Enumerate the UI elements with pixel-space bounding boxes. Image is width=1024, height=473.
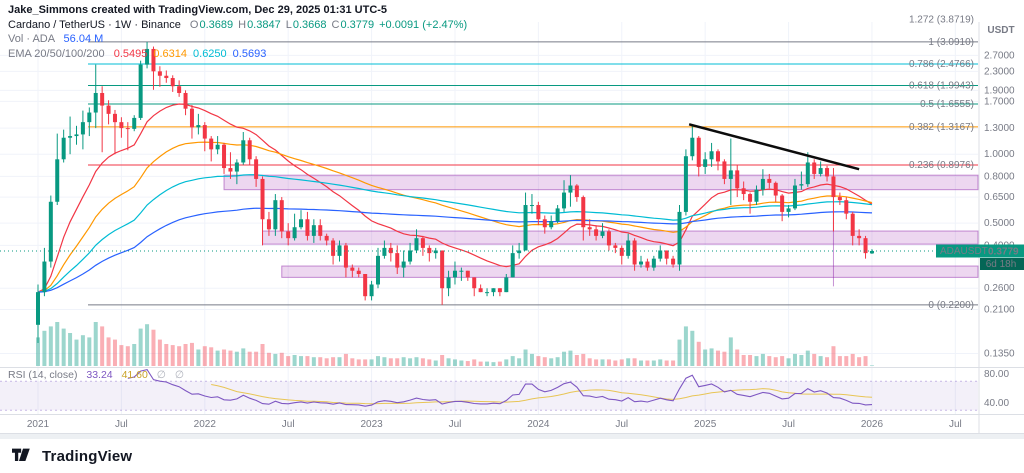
time-axis-label: Jul bbox=[282, 419, 295, 430]
svg-text:0.382 (1.3167): 0.382 (1.3167) bbox=[909, 122, 974, 133]
svg-text:1.272 (3.8719): 1.272 (3.8719) bbox=[909, 15, 974, 26]
rsi-legend-row[interactable]: RSI (14, close) 33.24 41.60 ∅ ∅ bbox=[8, 369, 190, 381]
price-tick-label: 1.9000 bbox=[984, 85, 1015, 96]
ema200-value: 0.5693 bbox=[232, 47, 267, 60]
time-axis-label: Jul bbox=[115, 419, 128, 430]
price-axis-pane[interactable] bbox=[979, 0, 1024, 434]
price-tick-label: 0.2600 bbox=[984, 283, 1015, 294]
volume-layer bbox=[36, 322, 874, 366]
rsi-hidden-plot-icon[interactable]: ∅ bbox=[156, 369, 166, 381]
time-axis-label: 2025 bbox=[694, 419, 717, 430]
price-tick-label: 0.6500 bbox=[984, 192, 1015, 203]
price-tick-label: 0.1350 bbox=[984, 348, 1015, 359]
volume-label: Vol · ADA bbox=[8, 33, 55, 45]
rsi-hidden-plot-icon[interactable]: ∅ bbox=[174, 369, 185, 381]
ema100-value: 0.6250 bbox=[193, 47, 227, 60]
candles-layer bbox=[36, 41, 874, 343]
volume-legend-row[interactable]: Vol · ADA 56.04 M bbox=[8, 32, 468, 47]
price-tick-label: 2.7000 bbox=[984, 50, 1015, 61]
time-axis-label: Jul bbox=[949, 419, 962, 430]
ema-label: EMA 20/50/100/200 bbox=[8, 47, 105, 60]
rsi-tick-label: 40.00 bbox=[984, 398, 1009, 409]
rsi-value: 33.24 bbox=[86, 369, 113, 381]
ema-legend-row[interactable]: EMA 20/50/100/200 0.5495 0.6314 0.6250 0.56… bbox=[8, 47, 468, 62]
tradingview-brand-text[interactable]: TradingView bbox=[42, 447, 133, 465]
svg-text:0.3779: 0.3779 bbox=[988, 246, 1019, 257]
ema-values: 0.5495 0.6314 0.6250 0.5693 bbox=[108, 48, 267, 60]
svg-text:0 (0.2200): 0 (0.2200) bbox=[928, 300, 974, 311]
rsi-tick-label: 80.00 bbox=[984, 369, 1009, 380]
volume-value: 56.04 M bbox=[63, 33, 104, 45]
price-axis-currency: USDT bbox=[987, 25, 1014, 36]
chart-area[interactable]: 1.272 (3.8719) 1 (3.0910) 0.786 (2.4766) 0.… bbox=[0, 0, 1024, 434]
symbol-title[interactable]: Cardano / TetherUS · 1W · Binance bbox=[8, 18, 181, 31]
divider-strip bbox=[0, 434, 1024, 439]
bottom-toolbar: TradingView bbox=[0, 439, 1024, 473]
price-tick-label: 1.3000 bbox=[984, 123, 1015, 134]
grid-layer bbox=[0, 22, 978, 414]
tradingview-logo-icon[interactable] bbox=[12, 448, 34, 464]
price-tick-label: 1.0000 bbox=[984, 149, 1015, 160]
svg-text:0.618 (1.9943): 0.618 (1.9943) bbox=[909, 81, 974, 92]
svg-text:6d 18h: 6d 18h bbox=[986, 259, 1017, 270]
svg-text:ADAUSDT: ADAUSDT bbox=[940, 246, 988, 257]
price-tick-label: 1.7000 bbox=[984, 96, 1015, 107]
time-axis-label: 2021 bbox=[27, 419, 50, 430]
ohlc-values: O0.3689 H0.3847 L0.3668 C0.3779 +0.0091 (+2.… bbox=[189, 18, 468, 31]
chart-legend: Jake_Simmons created with TradingView.co… bbox=[8, 3, 468, 61]
svg-text:1 (3.0910): 1 (3.0910) bbox=[928, 37, 974, 48]
svg-text:0.236 (0.8976): 0.236 (0.8976) bbox=[909, 160, 974, 171]
time-axis-label: Jul bbox=[615, 419, 628, 430]
time-axis-pane[interactable] bbox=[0, 415, 978, 433]
time-axis-label: 2024 bbox=[527, 419, 550, 430]
time-axis-label: Jul bbox=[449, 419, 462, 430]
rsi-pane bbox=[0, 368, 978, 411]
svg-text:0.786 (2.4766): 0.786 (2.4766) bbox=[909, 59, 974, 70]
price-tick-label: 0.8000 bbox=[984, 171, 1015, 182]
time-axis-label: 2022 bbox=[194, 419, 217, 430]
svg-text:0.5 (1.6555): 0.5 (1.6555) bbox=[920, 99, 974, 110]
descending-trendline[interactable] bbox=[688, 123, 860, 171]
price-tick-label: 0.2100 bbox=[984, 304, 1015, 315]
time-axis-label: Jul bbox=[782, 419, 795, 430]
change-value: +0.0091 (+2.47%) bbox=[379, 18, 468, 31]
last-price-badge: ADAUSDT 0.3779 6d 18h bbox=[936, 244, 1024, 270]
rsi-label: RSI (14, close) bbox=[8, 369, 78, 381]
attribution-text: Jake_Simmons created with TradingView.co… bbox=[8, 4, 388, 16]
price-tick-label: 2.3000 bbox=[984, 66, 1015, 77]
price-chart-canvas[interactable]: 1.272 (3.8719) 1 (3.0910) 0.786 (2.4766) 0.… bbox=[0, 0, 1024, 434]
ema20-value: 0.5495 bbox=[113, 47, 148, 60]
price-tick-label: 0.5000 bbox=[984, 218, 1015, 229]
time-axis-label: 2023 bbox=[360, 419, 383, 430]
rsi-ma-value: 41.60 bbox=[121, 369, 148, 381]
ema50-value: 0.6314 bbox=[153, 47, 188, 60]
ema-lines bbox=[37, 103, 873, 293]
time-axis-label: 2026 bbox=[861, 419, 884, 430]
symbol-legend-row[interactable]: Cardano / TetherUS · 1W · Binance O0.368… bbox=[8, 18, 468, 33]
